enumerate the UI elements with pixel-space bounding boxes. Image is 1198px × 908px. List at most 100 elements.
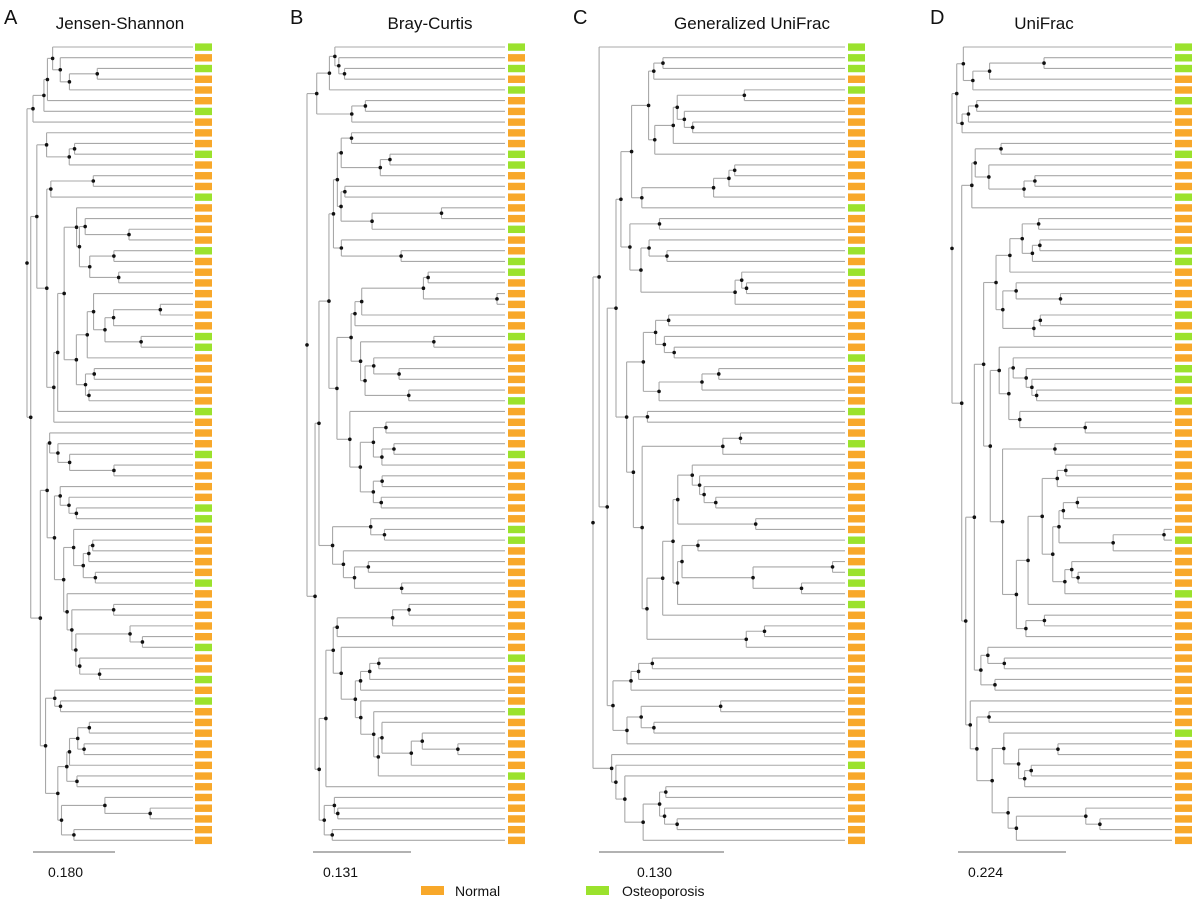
tree-node xyxy=(333,54,337,59)
tree-node xyxy=(1050,552,1055,556)
tree-node xyxy=(82,747,86,751)
leaf-marker-normal xyxy=(195,525,212,534)
leaf-marker-normal xyxy=(195,750,212,759)
leaf-marker-normal xyxy=(195,300,212,309)
leaf-marker-osteoporosis xyxy=(195,64,212,73)
leaf-marker-normal xyxy=(1175,343,1192,351)
tree-node xyxy=(38,616,43,620)
tree-node xyxy=(1030,251,1035,256)
panel-title: Bray-Curtis xyxy=(387,14,472,33)
legend-label-osteoporosis: Osteoporosis xyxy=(622,883,704,899)
leaf-marker-normal xyxy=(848,129,865,137)
tree-node xyxy=(370,219,374,223)
tree-node xyxy=(718,704,723,709)
leaf-marker-normal xyxy=(508,793,525,802)
tree-node xyxy=(799,586,804,591)
tree-node xyxy=(349,136,354,140)
tree-node xyxy=(1098,822,1102,826)
tree-node xyxy=(31,106,35,111)
leaf-marker-normal xyxy=(1175,772,1192,780)
leaf-marker-normal xyxy=(195,365,212,373)
leaf-marker-osteoporosis xyxy=(508,450,525,459)
tree-node xyxy=(753,522,758,526)
tree-node xyxy=(74,648,78,652)
leaf-marker-normal xyxy=(1175,515,1192,523)
tree-node xyxy=(103,803,107,808)
tree-node xyxy=(379,500,384,505)
leaf-marker-normal xyxy=(848,418,865,426)
tree-node xyxy=(72,147,77,151)
tree-node xyxy=(139,340,143,344)
tree-node xyxy=(367,669,372,674)
leaf-marker-normal xyxy=(1175,204,1192,212)
tree-node xyxy=(961,61,966,66)
tree-node xyxy=(1011,366,1015,370)
tree-node xyxy=(682,117,687,122)
tree-node xyxy=(1083,814,1088,818)
tree-node xyxy=(1053,447,1057,451)
tree-node xyxy=(744,637,749,642)
leaf-marker-normal xyxy=(508,718,525,727)
tree-node xyxy=(665,254,669,258)
tree-node xyxy=(330,833,335,837)
leaf-marker-normal xyxy=(508,139,525,148)
tree-node xyxy=(44,286,49,290)
leaf-marker-normal xyxy=(848,461,865,469)
tree-node xyxy=(305,343,309,347)
leaf-marker-normal xyxy=(848,139,865,148)
leaf-marker-normal xyxy=(1175,783,1192,791)
tree-node xyxy=(111,608,116,612)
leaf-marker-normal xyxy=(848,97,865,105)
tree-node xyxy=(987,715,991,719)
leaf-marker-normal xyxy=(1175,697,1192,705)
leaf-marker-osteoporosis xyxy=(195,450,212,459)
tree-node xyxy=(657,802,662,806)
leaf-marker-normal xyxy=(508,686,525,694)
tree-node xyxy=(744,286,749,291)
tree-node xyxy=(378,165,383,170)
tree-node xyxy=(988,444,993,448)
tree-node xyxy=(322,818,327,822)
leaf-marker-osteoporosis xyxy=(848,204,865,212)
tree-node xyxy=(384,425,388,430)
leaf-marker-normal xyxy=(195,418,212,426)
tree-node xyxy=(968,723,973,727)
leaf-marker-normal xyxy=(1175,761,1192,770)
tree-node xyxy=(657,389,661,394)
tree-node xyxy=(605,505,610,509)
tree-node xyxy=(55,350,60,355)
tree-node xyxy=(50,56,55,61)
tree-node xyxy=(368,524,373,529)
leaf-marker-osteoporosis xyxy=(508,332,525,341)
tree-node xyxy=(83,224,87,229)
tree-node xyxy=(456,747,460,751)
tree-node xyxy=(313,594,317,599)
leaf-marker-osteoporosis xyxy=(848,600,865,609)
leaf-marker-osteoporosis xyxy=(1175,247,1192,255)
tree-node xyxy=(81,563,86,568)
tree-node xyxy=(324,716,328,721)
tree-node xyxy=(1032,326,1036,331)
leaf-marker-normal xyxy=(508,557,525,566)
tree-node xyxy=(358,679,363,683)
leaf-marker-osteoporosis xyxy=(195,675,212,684)
leaf-marker-normal xyxy=(1175,622,1192,630)
tree-node xyxy=(1036,222,1041,226)
tree-node xyxy=(339,246,344,250)
leaf-marker-normal xyxy=(508,236,525,244)
tree-node xyxy=(628,245,632,249)
leaf-marker-normal xyxy=(848,289,865,298)
leaf-marker-normal xyxy=(195,225,212,234)
tree-node xyxy=(314,91,319,96)
tree-node xyxy=(67,155,72,159)
leaf-marker-normal xyxy=(848,547,865,555)
leaf-marker-normal xyxy=(195,375,212,384)
tree-node xyxy=(971,78,975,83)
leaf-marker-normal xyxy=(848,150,865,158)
leaf-marker-osteoporosis xyxy=(508,257,525,266)
leaf-marker-normal xyxy=(848,729,865,737)
legend: Normal Osteoporosis xyxy=(421,883,704,899)
leaf-marker-normal xyxy=(195,590,212,598)
tree-node xyxy=(639,715,643,719)
